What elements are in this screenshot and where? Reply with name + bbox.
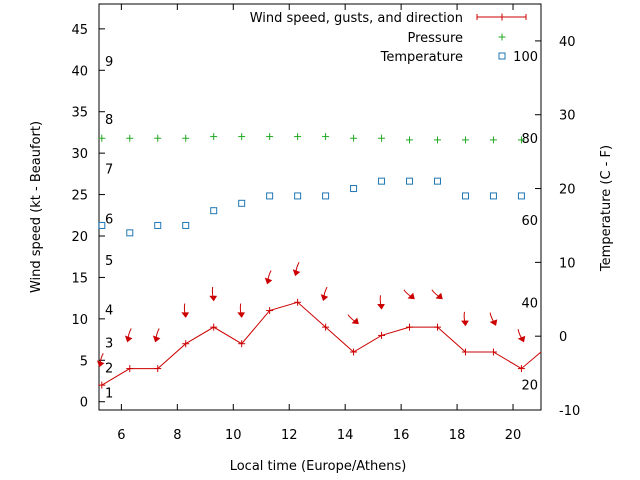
fahrenheit-label: 80: [521, 132, 538, 147]
x-tick-label: 12: [281, 428, 298, 443]
wind-direction-arrow: [152, 328, 161, 343]
beaufort-label: 8: [105, 113, 113, 128]
y-right-tick-label: 10: [559, 256, 576, 271]
arrow-head: [351, 317, 359, 325]
temperature-point: [378, 177, 386, 185]
beaufort-label: 6: [105, 212, 113, 227]
axis-text: Local time (Europe/Athens) Wind speed (k…: [29, 121, 614, 474]
arrow-head: [209, 295, 218, 302]
temperature-point: [266, 192, 274, 200]
beaufort-label: 1: [105, 386, 113, 401]
temperature-point: [98, 221, 106, 229]
y-left-tick-label: 25: [71, 189, 88, 204]
x-tick-label: 8: [173, 428, 181, 443]
arrow-head: [292, 269, 301, 277]
arrow-head: [96, 360, 105, 368]
arrow-head: [320, 294, 329, 301]
temperature-point: [489, 192, 497, 200]
beaufort-label: 2: [105, 362, 113, 377]
legend: Wind speed, gusts, and direction Pressure…: [250, 11, 527, 65]
y-left-tick-label: 35: [71, 106, 88, 121]
y-right-tick-label: 20: [559, 183, 576, 198]
y-right-tick-label: 40: [559, 35, 576, 50]
fahrenheit-label: 40: [521, 297, 538, 312]
plot-frame: [98, 3, 542, 411]
beaufort-label: 4: [105, 304, 113, 319]
legend-sample-square: [498, 52, 506, 60]
y-left-tick-label: 45: [71, 23, 88, 38]
wind-direction-arrow: [320, 286, 329, 301]
arrow-head: [264, 277, 273, 285]
x-axis-label: Local time (Europe/Athens): [230, 459, 407, 474]
temperature-point: [433, 177, 441, 185]
y-axis-right-label: Temperature (C - F): [599, 145, 614, 272]
x-tick-label: 18: [449, 428, 466, 443]
x-tick-label: 6: [117, 428, 125, 443]
temperature-point: [461, 192, 469, 200]
y-left-tick-label: 10: [71, 313, 88, 328]
arrow-head: [517, 335, 526, 343]
y-left-tick-label: 0: [80, 396, 88, 411]
wind-direction-arrow: [209, 286, 218, 302]
y-axis-left-label: Wind speed (kt - Beaufort): [29, 121, 44, 293]
y-right-tick-label: 30: [559, 109, 576, 124]
wind-direction-arrow: [181, 303, 190, 319]
wind-direction-arrow: [377, 295, 385, 310]
temperature-point: [406, 177, 414, 185]
wind-direction-arrow: [96, 353, 105, 368]
arrow-head: [237, 312, 246, 319]
temperature-point: [182, 221, 190, 229]
wind-direction-arrow: [124, 328, 133, 343]
wind-speed-line: [101, 301, 542, 386]
y-left-tick-label: 20: [71, 230, 88, 245]
temperature-point: [154, 221, 162, 229]
wind-direction-arrow: [489, 312, 498, 326]
temperature-point: [294, 192, 302, 200]
temperature-point: [126, 229, 134, 237]
plot-area: 6 8 10 12 14 16 18 20051015202530354045-1001020…: [71, 3, 580, 443]
wind-direction-arrow: [237, 303, 246, 319]
arrow-head: [435, 292, 443, 300]
temperature-point: [210, 207, 218, 215]
wind-direction-arrow: [292, 261, 301, 277]
wind-direction-arrow: [517, 329, 526, 343]
x-tick-label: 20: [505, 428, 522, 443]
wind-direction-arrow: [460, 311, 469, 327]
arrow-head: [489, 319, 498, 326]
temperature-point: [517, 192, 525, 200]
arrow-head: [181, 312, 190, 319]
temperature-point: [238, 199, 246, 207]
beaufort-label: 3: [105, 337, 113, 352]
y-right-tick-label: 0: [559, 330, 567, 345]
temperature-point: [350, 185, 358, 193]
arrow-head: [377, 304, 385, 310]
fahrenheit-label: 20: [521, 379, 538, 394]
x-tick-label: 16: [393, 428, 410, 443]
arrow-head: [460, 320, 469, 327]
legend-label: Pressure: [407, 31, 463, 46]
x-tick-label: 10: [225, 428, 242, 443]
y-left-tick-label: 15: [71, 271, 88, 286]
y-left-tick-label: 5: [80, 354, 88, 369]
y-right-tick-label: -10: [559, 404, 580, 419]
legend-label: Wind speed, gusts, and direction: [250, 11, 463, 26]
legend-label: Temperature: [380, 50, 463, 65]
x-tick-label: 14: [337, 428, 354, 443]
wind-direction-arrow: [403, 289, 415, 300]
y-left-tick-label: 40: [71, 64, 88, 79]
beaufort-label: 7: [105, 163, 113, 178]
y-left-tick-label: 30: [71, 147, 88, 162]
beaufort-label: 9: [105, 55, 113, 70]
fahrenheit-label: 100: [513, 50, 538, 65]
beaufort-label: 5: [105, 254, 113, 269]
wind-direction-arrow: [431, 289, 443, 300]
arrow-head: [152, 335, 161, 343]
arrow-head: [407, 292, 415, 300]
fahrenheit-label: 60: [521, 214, 538, 229]
wind-direction-arrow: [264, 270, 273, 285]
wind-direction-arrow: [347, 314, 359, 325]
arrow-head: [124, 335, 133, 343]
temperature-point: [322, 192, 330, 200]
